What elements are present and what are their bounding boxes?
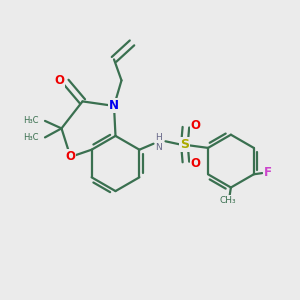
Text: N: N (109, 99, 119, 112)
Text: H
N: H N (155, 133, 162, 152)
Text: CH₃: CH₃ (220, 196, 236, 205)
Text: H₃C: H₃C (23, 116, 39, 125)
Text: O: O (54, 74, 64, 87)
Text: S: S (180, 138, 189, 151)
Text: F: F (264, 166, 272, 179)
Text: H₃C: H₃C (23, 133, 39, 142)
Text: O: O (190, 119, 200, 133)
Text: O: O (190, 157, 200, 170)
Text: O: O (65, 150, 76, 164)
